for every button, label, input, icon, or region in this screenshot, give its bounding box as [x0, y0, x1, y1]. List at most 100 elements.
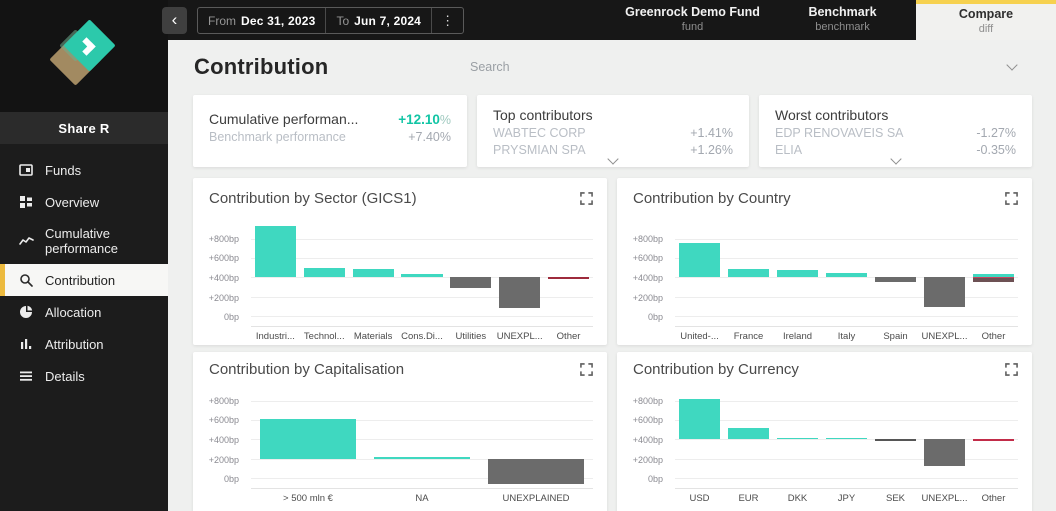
bar-segment[interactable] — [972, 277, 1015, 278]
fund-selector[interactable]: Greenrock Demo Fund fund — [600, 5, 785, 33]
gridline — [251, 257, 593, 259]
bar-segment[interactable] — [727, 268, 770, 278]
y-tick-label: +200bp — [208, 292, 239, 303]
sidebar-item-allocation[interactable]: Allocation — [0, 296, 168, 328]
gridline — [251, 316, 593, 318]
y-tick-label: +400bp — [632, 434, 663, 445]
category-label: UNEXPL... — [496, 331, 543, 342]
logo-area — [0, 0, 168, 112]
collapse-sidebar-button[interactable]: ‹ — [162, 7, 187, 34]
bar-segment[interactable] — [401, 274, 443, 278]
date-options-button[interactable]: ⋮ — [431, 8, 463, 33]
sidebar-item-details[interactable]: Details — [0, 360, 168, 392]
page-title: Contribution — [194, 54, 329, 79]
bar-segment[interactable] — [727, 427, 770, 440]
bar-segment[interactable] — [488, 458, 584, 485]
sidebar-item-label: Funds — [45, 162, 82, 178]
category-label: UNEXPL... — [921, 493, 968, 504]
sidebar-item-attribution[interactable]: Attribution — [0, 328, 168, 360]
category-label: JPY — [837, 493, 856, 504]
category-label: Technol... — [303, 331, 345, 342]
date-to-field[interactable]: To Jun 7, 2024 — [325, 8, 431, 33]
sidebar-item-label: Overview — [45, 194, 100, 210]
bar-segment[interactable] — [874, 277, 917, 282]
bar-segment[interactable] — [548, 276, 590, 279]
bar-segment[interactable] — [972, 277, 1015, 282]
contributor-value: +1.41% — [690, 126, 733, 140]
category-label: Spain — [883, 331, 908, 342]
category-label: USD — [689, 493, 710, 504]
bar-segment[interactable] — [923, 277, 966, 307]
contributor-name: PRYSMIAN SPA — [493, 143, 586, 157]
category-label: EUR — [738, 493, 759, 504]
category-label: United-... — [680, 331, 719, 342]
search-input[interactable] — [470, 60, 1008, 74]
category-label: Other — [556, 331, 581, 342]
benchmark-selector[interactable]: Benchmark benchmark — [785, 5, 900, 33]
category-label: Utilities — [455, 331, 487, 342]
bar-segment[interactable] — [874, 439, 917, 441]
bar-segment[interactable] — [923, 439, 966, 466]
worst-contributors-card[interactable]: Worst contributors EDP RENOVAVEIS SA -1.2… — [759, 95, 1032, 167]
bar-segment[interactable] — [972, 438, 1015, 441]
back-chevron-icon: ‹ — [171, 10, 178, 29]
expand-icon[interactable] — [580, 192, 593, 205]
chart-card-currency: Contribution by Currency +800bp +600bp +40… — [617, 352, 1032, 511]
contributor-name: ELIA — [775, 143, 803, 157]
bar-segment[interactable] — [303, 268, 345, 278]
category-label: UNEXPL... — [921, 331, 968, 342]
y-axis: +800bp +600bp +400bp +200bp 0bp — [193, 386, 245, 489]
bar-segment[interactable] — [499, 277, 541, 308]
category-axis: United-... France Ireland Italy Spain UNEXPL.… — [675, 331, 1018, 345]
y-tick-label: +800bp — [632, 233, 663, 244]
line-chart-icon — [18, 233, 34, 249]
date-from-field[interactable]: From Dec 31, 2023 — [198, 8, 325, 33]
bar-segment[interactable] — [450, 277, 492, 288]
top-contributors-card[interactable]: Top contributors WABTEC CORP +1.41% PRYSM… — [477, 95, 749, 167]
bar-segment[interactable] — [260, 419, 356, 459]
chart-title: Contribution by Currency — [633, 361, 799, 378]
gridline — [675, 439, 1018, 441]
bar-segment[interactable] — [776, 269, 819, 278]
bar-segment[interactable] — [678, 398, 721, 440]
date-to-value: Jun 7, 2024 — [354, 13, 422, 28]
expand-icon[interactable] — [1005, 363, 1018, 376]
bar-segment[interactable] — [776, 438, 819, 440]
category-label: > 500 mln € — [283, 493, 333, 504]
contributor-name: WABTEC CORP — [493, 126, 586, 140]
sidebar-item-label: Details — [45, 368, 85, 384]
bar-segment[interactable] — [678, 242, 721, 278]
chart-card-capitalisation: Contribution by Capitalisation +800bp +60… — [193, 352, 607, 511]
gridline — [251, 277, 593, 279]
contributor-value: +1.26% — [690, 143, 733, 157]
contributor-name: EDP RENOVAVEIS SA — [775, 126, 904, 140]
app-logo-icon[interactable] — [49, 19, 116, 86]
chart-card-country: Contribution by Country +800bp +600bp +400… — [617, 178, 1032, 345]
bar-segment[interactable] — [825, 273, 868, 278]
chevron-down-icon[interactable] — [1006, 59, 1018, 71]
y-tick-label: 0bp — [647, 474, 663, 485]
category-label: NA — [415, 493, 429, 504]
share-class-band[interactable]: Share R — [0, 112, 168, 144]
sidebar-item-contribution[interactable]: Contribution — [0, 264, 168, 296]
expand-icon[interactable] — [1005, 192, 1018, 205]
expand-icon[interactable] — [580, 363, 593, 376]
plot-area — [251, 224, 593, 327]
tab-compare-diff[interactable]: Compare diff — [916, 0, 1056, 40]
sidebar-item-funds[interactable]: Funds — [0, 154, 168, 186]
benchmark-sublabel: benchmark — [815, 21, 870, 33]
sidebar-item-label: Cumulative performance — [45, 226, 118, 256]
bar-segment[interactable] — [972, 273, 1015, 278]
bar-segment[interactable] — [374, 457, 470, 459]
bar-segment[interactable] — [254, 225, 296, 278]
cumulative-performance-value: +12.10 — [398, 112, 440, 127]
cumulative-performance-card[interactable]: Cumulative performan... +12.10% Benchmar… — [193, 95, 467, 167]
bar-segment[interactable] — [352, 269, 394, 278]
bar-segment[interactable] — [825, 438, 868, 440]
sidebar-item-cumulative-performance[interactable]: Cumulative performance — [0, 218, 168, 264]
worst-contributors-title: Worst contributors — [775, 107, 889, 123]
cumulative-performance-label: Cumulative performan... — [209, 111, 359, 127]
sidebar-item-label: Attribution — [45, 336, 104, 352]
sidebar-item-overview[interactable]: Overview — [0, 186, 168, 218]
y-tick-label: +600bp — [632, 415, 663, 426]
